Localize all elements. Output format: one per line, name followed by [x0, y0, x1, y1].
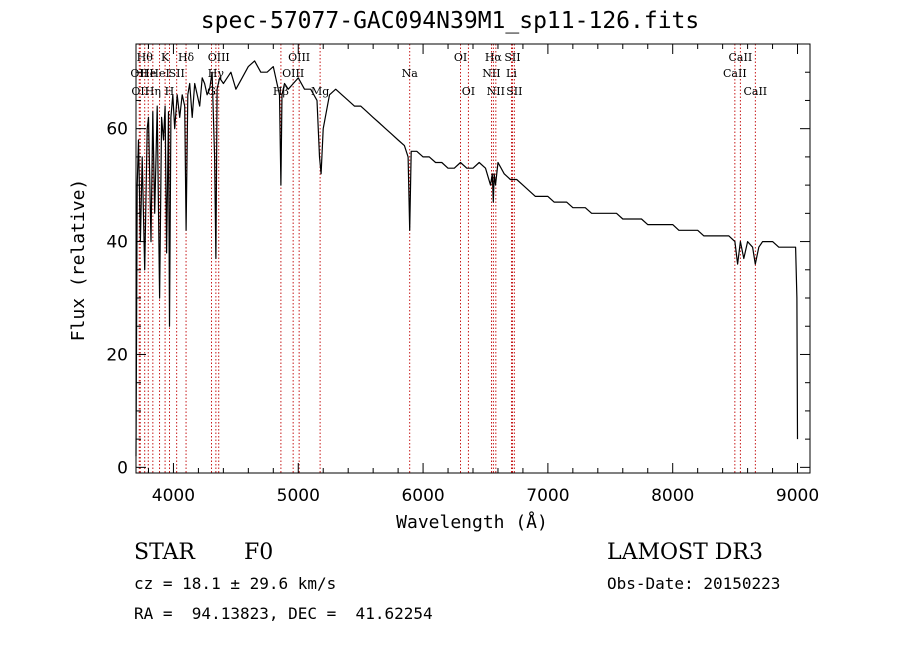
line-marker-label-23: Li	[506, 67, 517, 80]
y-axis-label: Flux (relative)	[68, 179, 89, 342]
tick-labels: 4000 5000 6000 7000 8000 9000 0 20 40 60	[106, 120, 819, 506]
line-marker-label-25: SII	[506, 85, 522, 98]
line-marker-label-15: OIII	[288, 51, 310, 64]
line-marker-label-12: OIII	[208, 51, 230, 64]
y-tick-label-20: 20	[106, 345, 128, 365]
line-marker-label-27: CaII	[729, 51, 753, 64]
line-marker-label-5: HeI	[149, 67, 169, 80]
line-marker-label-7: H	[165, 85, 175, 98]
line-marker-label-9: Hδ	[178, 51, 195, 64]
line-marker-label-3: He	[140, 67, 156, 80]
line-marker-label-8: SII	[169, 67, 185, 80]
survey-name: LAMOST DR3	[607, 540, 763, 565]
x-tick-label-9000: 9000	[776, 486, 819, 506]
object-subclass: F0	[244, 540, 274, 565]
line-marker-label-0: OII	[130, 67, 148, 80]
line-marker-label-21: Hα	[485, 51, 503, 64]
line-marker-label-22: NII	[487, 85, 505, 98]
line-marker-label-18: OI	[454, 51, 467, 64]
line-marker-label-13: Hβ	[273, 85, 289, 98]
x-tick-label-6000: 6000	[401, 486, 444, 506]
line-markers	[138, 44, 756, 473]
y-tick-label-0: 0	[117, 458, 128, 478]
redshift-velocity: cz = 18.1 ± 29.6 km/s	[134, 574, 337, 593]
object-class: STAR	[134, 540, 195, 565]
spectrum-line	[135, 60, 799, 457]
line-marker-label-11: Hγ	[208, 67, 225, 80]
line-marker-label-2: Hθ	[137, 51, 154, 64]
axis-ticks	[136, 44, 810, 473]
line-marker-label-26: CaII	[723, 67, 747, 80]
line-marker-label-14: OIII	[282, 67, 304, 80]
x-axis-label: Wavelength (Å)	[396, 511, 548, 533]
line-marker-label-6: K	[161, 51, 170, 64]
plot-frame	[135, 43, 811, 474]
line-marker-label-20: NII	[482, 67, 500, 80]
x-tick-label-4000: 4000	[152, 486, 195, 506]
x-tick-label-5000: 5000	[277, 486, 320, 506]
y-tick-label-60: 60	[106, 120, 128, 140]
line-marker-label-19: OI	[462, 85, 475, 98]
line-marker-label-24: SII	[504, 51, 520, 64]
line-marker-labels: OII OII Hθ He Hη HeI K H SII Hδ G Hγ OIII Hβ OIII OIII M…	[130, 51, 767, 98]
line-marker-label-4: Hη	[145, 85, 161, 98]
line-marker-label-1: OII	[131, 85, 149, 98]
x-tick-label-8000: 8000	[651, 486, 694, 506]
x-tick-label-7000: 7000	[526, 486, 569, 506]
chart-title: spec-57077-GAC094N39M1_sp11-126.fits	[200, 8, 700, 34]
line-marker-label-28: CaII	[743, 85, 767, 98]
line-marker-label-10: G	[207, 85, 216, 98]
line-marker-label-17: Na	[402, 67, 419, 80]
observation-date: Obs-Date: 20150223	[607, 574, 781, 593]
coordinates: RA = 94.13823, DEC = 41.62254	[134, 604, 433, 623]
line-marker-label-16: Mg	[311, 85, 329, 98]
y-tick-label-40: 40	[106, 233, 128, 253]
